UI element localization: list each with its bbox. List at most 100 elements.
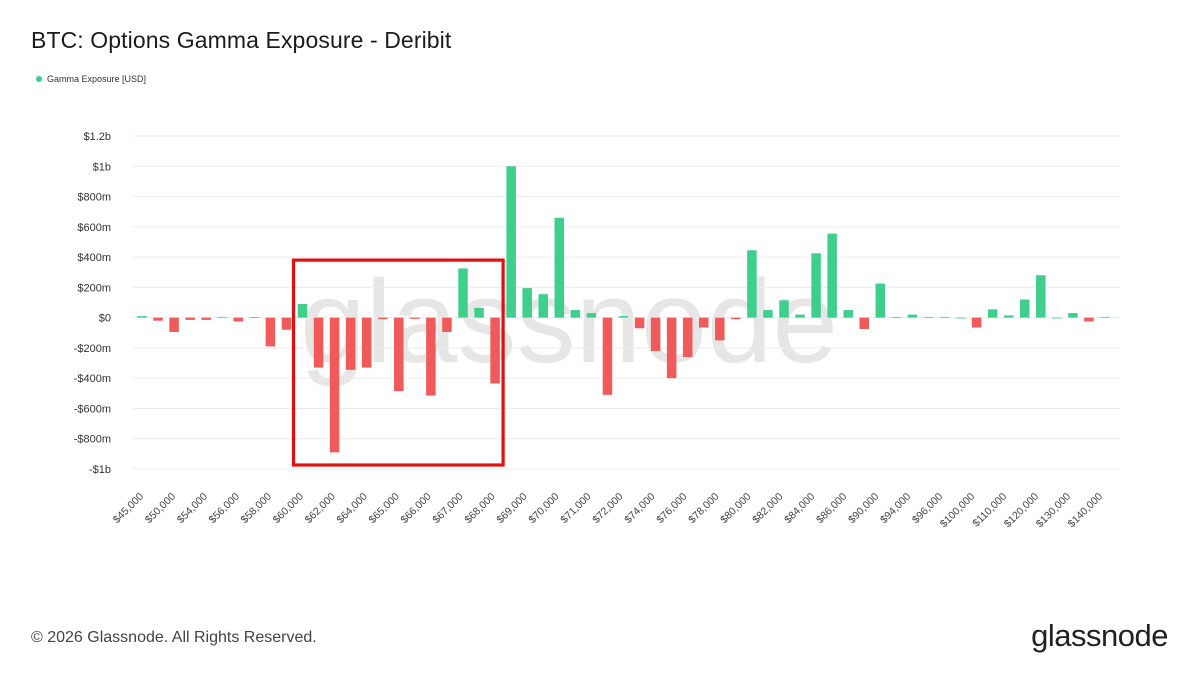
x-tick-label: $90,000 xyxy=(846,491,881,526)
bar[interactable] xyxy=(313,317,324,368)
x-tick-label: $80,000 xyxy=(718,491,753,526)
bar[interactable] xyxy=(682,317,693,357)
bar[interactable] xyxy=(859,317,870,329)
x-tick-label: $58,000 xyxy=(239,491,274,526)
bar[interactable] xyxy=(843,310,853,318)
bar[interactable] xyxy=(378,317,388,320)
bar[interactable] xyxy=(506,166,516,318)
y-tick-label: $800m xyxy=(77,192,111,204)
x-tick-label: $50,000 xyxy=(143,491,178,526)
glassnode-logo[interactable]: glassnode xyxy=(1031,618,1168,653)
x-tick-label: $64,000 xyxy=(335,491,370,526)
bar[interactable] xyxy=(185,317,195,320)
x-tick-label: $54,000 xyxy=(175,491,210,526)
bar[interactable] xyxy=(297,304,308,318)
bar[interactable] xyxy=(249,317,260,318)
bar[interactable] xyxy=(939,316,950,318)
page-title: BTC: Options Gamma Exposure - Deribit xyxy=(31,27,452,53)
bar[interactable] xyxy=(731,317,741,320)
bar[interactable] xyxy=(923,316,934,318)
bar[interactable] xyxy=(442,317,452,333)
x-tick-label: $76,000 xyxy=(654,491,689,526)
bar[interactable] xyxy=(410,317,420,319)
bar[interactable] xyxy=(522,288,532,318)
bar[interactable] xyxy=(811,253,821,318)
bar[interactable] xyxy=(666,317,677,379)
highlight-box xyxy=(291,258,505,467)
bar[interactable] xyxy=(987,309,998,318)
y-axis: $1.2b $1b $800m $600m $400m $200m $0 -$200m -$40… xyxy=(74,131,111,476)
x-tick-label: $86,000 xyxy=(814,491,849,526)
legend-marker-icon xyxy=(36,76,42,82)
x-tick-label: $72,000 xyxy=(590,491,625,526)
bar[interactable] xyxy=(715,317,725,341)
bar[interactable] xyxy=(1052,317,1062,319)
y-tick-label: $400m xyxy=(77,252,111,264)
bar[interactable] xyxy=(650,317,661,351)
y-tick-label: -$600m xyxy=(74,403,111,415)
bar[interactable] xyxy=(137,316,147,318)
x-tick-label: $84,000 xyxy=(782,491,817,526)
bar[interactable] xyxy=(474,307,484,318)
bar[interactable] xyxy=(490,317,500,384)
y-tick-label: $0 xyxy=(99,313,111,325)
x-tick-label: $45,000 xyxy=(111,491,146,526)
y-tick-label: -$400m xyxy=(74,373,111,385)
bar[interactable] xyxy=(586,313,597,318)
bar[interactable] xyxy=(1003,315,1014,318)
bar[interactable] xyxy=(201,317,211,320)
y-tick-label: -$800m xyxy=(74,434,111,446)
bar[interactable] xyxy=(538,294,549,318)
x-tick-label: $74,000 xyxy=(622,491,657,526)
bar[interactable] xyxy=(1036,275,1046,318)
bar[interactable] xyxy=(153,317,163,321)
x-tick-label: $66,000 xyxy=(398,491,433,526)
bar[interactable] xyxy=(458,268,468,318)
bar[interactable] xyxy=(554,217,565,318)
bar[interactable] xyxy=(345,317,356,370)
grid-lines xyxy=(132,135,1120,470)
bar[interactable] xyxy=(570,310,581,318)
bar[interactable] xyxy=(329,317,340,453)
bar[interactable] xyxy=(169,317,179,333)
bar[interactable] xyxy=(233,317,244,322)
bar[interactable] xyxy=(602,317,613,395)
y-tick-label: $200m xyxy=(77,282,111,294)
bar[interactable] xyxy=(955,317,966,319)
x-tick-label: $70,000 xyxy=(526,491,561,526)
x-tick-label: $82,000 xyxy=(750,491,785,526)
copyright-text: © 2026 Glassnode. All Rights Reserved. xyxy=(31,629,317,646)
y-tick-label: $600m xyxy=(77,222,111,234)
bar[interactable] xyxy=(1020,299,1030,318)
bar-series[interactable] xyxy=(137,166,1110,453)
bar[interactable] xyxy=(361,317,372,368)
bar[interactable] xyxy=(281,317,292,330)
bar[interactable] xyxy=(618,316,629,318)
bar[interactable] xyxy=(779,300,789,318)
bar[interactable] xyxy=(891,316,902,318)
y-tick-label: $1.2b xyxy=(83,131,111,143)
bar[interactable] xyxy=(426,317,436,396)
y-tick-label: -$1b xyxy=(89,464,111,476)
bar[interactable] xyxy=(763,310,773,318)
bar[interactable] xyxy=(217,316,228,318)
bar[interactable] xyxy=(747,250,757,318)
bar[interactable] xyxy=(875,283,886,318)
bar[interactable] xyxy=(971,317,982,328)
x-tick-label: $94,000 xyxy=(878,491,913,526)
bar[interactable] xyxy=(699,317,709,328)
bar[interactable] xyxy=(394,317,404,392)
bar[interactable] xyxy=(795,314,805,318)
bar[interactable] xyxy=(1068,313,1078,318)
bar[interactable] xyxy=(1084,317,1094,322)
watermark: glassnode xyxy=(300,256,838,388)
bar[interactable] xyxy=(1100,316,1110,318)
highlight-annotation xyxy=(291,258,505,467)
x-tick-label: $68,000 xyxy=(462,491,497,526)
bar[interactable] xyxy=(907,314,918,318)
bar[interactable] xyxy=(634,317,645,329)
bar[interactable] xyxy=(827,233,837,318)
y-tick-label: $1b xyxy=(93,161,111,173)
bar[interactable] xyxy=(265,317,276,347)
legend[interactable]: Gamma Exposure [USD] xyxy=(36,74,146,84)
